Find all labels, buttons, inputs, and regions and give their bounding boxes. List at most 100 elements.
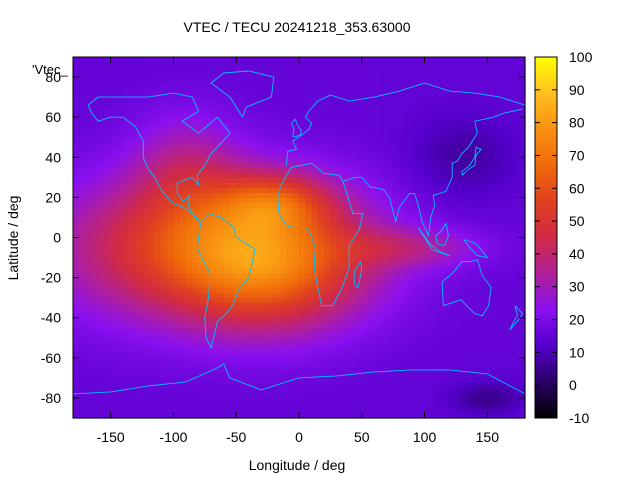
heatmap-cell [430, 92, 438, 98]
heatmap-cell [204, 392, 212, 399]
heatmap-cell [98, 332, 105, 339]
heatmap-cell [192, 357, 200, 364]
heatmap-cell [455, 372, 463, 379]
heatmap-cell [336, 337, 344, 344]
heatmap-cell [85, 262, 93, 269]
heatmap-cell [280, 182, 288, 188]
heatmap-cell [380, 127, 388, 133]
heatmap-cell [361, 352, 369, 359]
heatmap-cell [273, 187, 281, 193]
heatmap-cell [98, 392, 105, 399]
heatmap-cell [518, 312, 526, 319]
heatmap-cell [430, 187, 438, 193]
heatmap-cell [299, 257, 306, 264]
heatmap-cell [342, 322, 350, 329]
heatmap-cell [217, 297, 225, 304]
heatmap-cell [355, 347, 363, 354]
heatmap-cell [198, 152, 206, 158]
heatmap-cell [299, 312, 306, 319]
heatmap-cell [481, 242, 488, 249]
heatmap-cell [116, 397, 124, 404]
heatmap-cell [305, 167, 313, 173]
heatmap-cell [160, 102, 168, 108]
heatmap-cell [405, 377, 413, 384]
heatmap-cell [355, 107, 363, 113]
heatmap-cell [405, 217, 413, 224]
heatmap-cell [229, 347, 237, 354]
heatmap-cell [261, 322, 269, 329]
heatmap-cell [336, 347, 344, 354]
heatmap-cell [512, 87, 520, 93]
heatmap-cell [512, 182, 520, 188]
heatmap-cell [468, 82, 476, 88]
heatmap-cell [255, 297, 262, 304]
heatmap-cell [73, 82, 80, 88]
heatmap-cell [192, 312, 200, 319]
heatmap-cell [98, 372, 105, 379]
heatmap-cell [330, 322, 338, 329]
heatmap-cell [129, 167, 137, 173]
heatmap-cell [91, 217, 99, 224]
heatmap-cell [79, 362, 87, 369]
heatmap-cell [380, 317, 388, 324]
heatmap-cell [273, 117, 281, 123]
heatmap-cell [305, 237, 313, 244]
heatmap-cell [223, 352, 231, 359]
heatmap-cell [286, 357, 294, 364]
heatmap-cell [368, 412, 375, 419]
heatmap-cell [405, 282, 413, 289]
heatmap-cell [217, 77, 225, 83]
heatmap-cell [79, 202, 87, 209]
heatmap-cell [405, 237, 413, 244]
heatmap-cell [204, 67, 212, 73]
heatmap-cell [499, 382, 507, 389]
heatmap-cell [98, 222, 105, 229]
heatmap-cell [324, 377, 331, 384]
heatmap-cell [368, 277, 375, 284]
heatmap-cell [361, 197, 369, 203]
heatmap-cell [317, 197, 325, 203]
heatmap-cell [424, 212, 432, 219]
heatmap-cell [242, 282, 250, 289]
heatmap-cell [255, 107, 262, 113]
heatmap-cell [518, 87, 526, 93]
heatmap-cell [286, 212, 294, 219]
heatmap-cell [506, 112, 514, 118]
heatmap-cell [135, 112, 143, 118]
heatmap-cell [73, 317, 80, 324]
heatmap-cell [280, 152, 288, 158]
heatmap-cell [198, 147, 206, 153]
heatmap-cell [142, 237, 149, 244]
heatmap-cell [110, 92, 118, 98]
heatmap-cell [129, 112, 137, 118]
heatmap-cell [361, 392, 369, 399]
heatmap-cell [449, 297, 457, 304]
heatmap-cell [512, 257, 520, 264]
heatmap-cell [487, 297, 495, 304]
heatmap-cell [154, 187, 162, 193]
heatmap-cell [267, 267, 275, 274]
heatmap-cell [374, 262, 382, 269]
heatmap-cell [286, 177, 294, 183]
heatmap-cell [167, 287, 175, 294]
heatmap-cell [98, 247, 105, 254]
heatmap-cell [405, 267, 413, 274]
heatmap-cell [330, 162, 338, 168]
heatmap-cell [129, 302, 137, 309]
heatmap-cell [273, 282, 281, 289]
heatmap-cell [217, 367, 225, 374]
heatmap-cell [455, 407, 463, 414]
heatmap-cell [311, 292, 319, 299]
heatmap-cell [286, 287, 294, 294]
heatmap-cell [418, 407, 426, 414]
heatmap-cell [211, 122, 218, 128]
heatmap-cell [98, 382, 105, 389]
heatmap-cell [368, 237, 375, 244]
heatmap-cell [506, 122, 514, 128]
heatmap-cell [98, 147, 105, 153]
heatmap-cell [123, 337, 131, 344]
heatmap-cell [336, 177, 344, 183]
heatmap-cell [129, 262, 137, 269]
heatmap-cell [154, 182, 162, 188]
heatmap-cell [292, 167, 300, 173]
